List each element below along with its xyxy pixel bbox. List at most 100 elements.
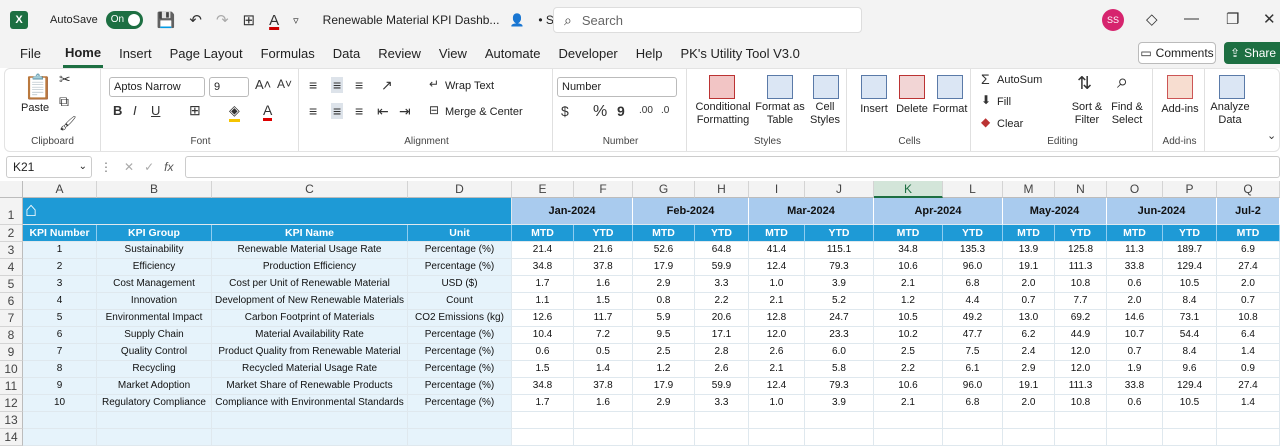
tab-file[interactable]: File <box>20 46 41 61</box>
gem-icon[interactable]: ◇ <box>1146 11 1158 28</box>
empty-cell[interactable] <box>23 429 97 446</box>
spreadsheet-grid[interactable]: A B C D E F G H I J K L M N O P Q 1 2 3 4 5 6 7 8 9 10 11 12 13 14 ⌂ Jan… <box>0 181 1280 448</box>
kpi-group-cell[interactable]: Regulatory Compliance <box>97 395 212 412</box>
empty-cell[interactable] <box>943 412 1003 429</box>
column-header-h[interactable]: H <box>695 181 749 198</box>
currency-button[interactable]: $ <box>561 103 569 119</box>
empty-cell[interactable] <box>695 412 749 429</box>
column-header-n[interactable]: N <box>1055 181 1107 198</box>
column-header-e[interactable]: E <box>512 181 574 198</box>
data-cell[interactable]: 27.4 <box>1217 378 1280 395</box>
cell-styles-button[interactable]: Cell <box>815 101 835 113</box>
data-cell[interactable]: 33.8 <box>1107 378 1163 395</box>
data-cell[interactable]: 13.0 <box>1003 310 1055 327</box>
data-cell[interactable]: 7.7 <box>1055 293 1107 310</box>
data-cell[interactable]: 9 <box>23 378 97 395</box>
kpi-name-cell[interactable]: Product Quality from Renewable Material <box>212 344 408 361</box>
row-header-10[interactable]: 10 <box>0 361 23 378</box>
data-cell[interactable]: 64.8 <box>695 242 749 259</box>
empty-cell[interactable] <box>633 412 695 429</box>
conditional-formatting-button-2[interactable]: Formatting <box>696 114 750 126</box>
data-cell[interactable]: 6.0 <box>805 344 874 361</box>
column-header-l[interactable]: L <box>943 181 1003 198</box>
data-cell[interactable]: 6.2 <box>1003 327 1055 344</box>
data-cell[interactable]: 23.3 <box>805 327 874 344</box>
data-cell[interactable]: 1.2 <box>633 361 695 378</box>
empty-cell[interactable] <box>805 429 874 446</box>
data-cell[interactable]: Percentage (%) <box>408 242 512 259</box>
data-cell[interactable]: 1.6 <box>574 276 633 293</box>
empty-cell[interactable] <box>97 412 212 429</box>
row-header-9[interactable]: 9 <box>0 344 23 361</box>
empty-cell[interactable] <box>1163 412 1217 429</box>
data-cell[interactable]: 54.4 <box>1163 327 1217 344</box>
indent-decrease-icon[interactable]: ⇤ <box>377 103 389 119</box>
data-cell[interactable]: 10.8 <box>1055 276 1107 293</box>
data-cell[interactable]: 1.0 <box>749 276 805 293</box>
data-cell[interactable]: 6.4 <box>1217 327 1280 344</box>
data-cell[interactable]: 135.3 <box>943 242 1003 259</box>
data-cell[interactable]: 1 <box>23 242 97 259</box>
empty-cell[interactable] <box>1107 412 1163 429</box>
row-header-7[interactable]: 7 <box>0 310 23 327</box>
data-cell[interactable]: 0.5 <box>574 344 633 361</box>
column-header-f[interactable]: F <box>574 181 633 198</box>
data-cell[interactable]: 12.4 <box>749 378 805 395</box>
align-left-icon[interactable]: ≡ <box>309 103 318 119</box>
autosum-button[interactable]: AutoSum <box>997 74 1043 86</box>
align-top-icon[interactable]: ≡ <box>309 77 318 93</box>
data-cell[interactable]: 37.8 <box>574 259 633 276</box>
shrink-font-icon[interactable]: A˅ <box>277 77 293 91</box>
empty-cell[interactable] <box>749 412 805 429</box>
empty-cell[interactable] <box>1107 429 1163 446</box>
format-painter-icon[interactable]: 🖌 <box>59 115 77 131</box>
restore-icon[interactable]: ❐ <box>1226 11 1240 28</box>
data-cell[interactable]: 6 <box>23 327 97 344</box>
tab-page-layout[interactable]: Page Layout <box>169 46 243 61</box>
wrap-text-button[interactable]: Wrap Text <box>445 80 495 92</box>
data-cell[interactable]: 2.8 <box>695 344 749 361</box>
data-cell[interactable]: 10.6 <box>874 259 943 276</box>
data-cell[interactable]: Percentage (%) <box>408 344 512 361</box>
data-cell[interactable]: 0.9 <box>1217 361 1280 378</box>
data-cell[interactable]: 24.7 <box>805 310 874 327</box>
data-cell[interactable]: 8.4 <box>1163 344 1217 361</box>
file-title[interactable]: Renewable Material KPI Dashb... <box>322 13 500 27</box>
data-cell[interactable]: 1.5 <box>574 293 633 310</box>
undo-icon[interactable]: ↶ <box>189 12 202 29</box>
sort-filter-button-2[interactable]: Filter <box>1074 114 1100 126</box>
data-cell[interactable]: 2.6 <box>695 361 749 378</box>
empty-cell[interactable] <box>695 429 749 446</box>
find-select-button[interactable]: Find & <box>1111 101 1143 113</box>
kpi-name-cell[interactable]: Cost per Unit of Renewable Material <box>212 276 408 293</box>
data-cell[interactable]: 5.9 <box>633 310 695 327</box>
underline-button[interactable]: U <box>151 103 161 118</box>
search-box[interactable]: ⌕ Search <box>553 7 862 33</box>
empty-cell[interactable] <box>574 412 633 429</box>
data-cell[interactable]: 115.1 <box>805 242 874 259</box>
paste-icon[interactable]: 📋 <box>23 74 53 101</box>
data-cell[interactable]: 111.3 <box>1055 259 1107 276</box>
empty-cell[interactable] <box>1055 429 1107 446</box>
data-cell[interactable]: 17.9 <box>633 259 695 276</box>
empty-cell[interactable] <box>1217 429 1280 446</box>
data-cell[interactable]: 2.9 <box>633 395 695 412</box>
data-cell[interactable]: Count <box>408 293 512 310</box>
data-cell[interactable]: 2.2 <box>695 293 749 310</box>
empty-cell[interactable] <box>1163 429 1217 446</box>
data-cell[interactable]: 1.4 <box>1217 395 1280 412</box>
data-cell[interactable]: 2.0 <box>1107 293 1163 310</box>
kpi-name-cell[interactable]: Production Efficiency <box>212 259 408 276</box>
data-cell[interactable]: 2 <box>23 259 97 276</box>
format-as-table-button[interactable]: Format as <box>755 101 805 113</box>
data-cell[interactable]: 12.0 <box>749 327 805 344</box>
data-cell[interactable]: Percentage (%) <box>408 378 512 395</box>
kpi-name-cell[interactable]: Development of New Renewable Materials <box>212 293 408 310</box>
indent-increase-icon[interactable]: ⇥ <box>399 103 411 119</box>
empty-cell[interactable] <box>1217 412 1280 429</box>
empty-cell[interactable] <box>1003 429 1055 446</box>
kpi-name-cell[interactable]: Compliance with Environmental Standards <box>212 395 408 412</box>
tab-view[interactable]: View <box>438 46 467 61</box>
column-header-p[interactable]: P <box>1163 181 1217 198</box>
tab-pk-utility[interactable]: PK's Utility Tool V3.0 <box>680 46 800 61</box>
